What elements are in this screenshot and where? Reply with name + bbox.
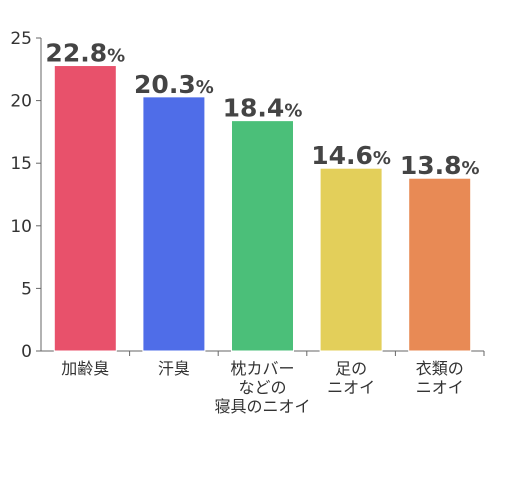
data-label-unit: % [373,148,391,169]
x-tick-label: 寝具のニオイ [214,397,310,416]
bars-group [53,65,472,352]
bar [142,96,206,352]
y-tick-label: 25 [10,29,32,49]
data-label: 20.3% [134,70,214,99]
data-label: 18.4% [223,94,303,123]
data-label: 13.8% [400,151,480,180]
data-label-unit: % [284,101,302,122]
bar [319,167,383,352]
data-label-value: 20.3 [134,70,196,99]
data-label-value: 22.8 [45,39,107,68]
y-tick-label: 15 [10,154,32,174]
y-tick-label: 20 [10,92,32,112]
data-label: 14.6% [311,141,391,170]
x-tick-label: 衣類の [416,359,464,378]
y-tick-label: 0 [21,342,32,362]
x-tick-label: などの [238,378,286,397]
x-tick-label: 枕カバー [230,359,294,378]
bar [53,65,117,352]
y-tick-label: 10 [10,217,32,237]
data-label-value: 13.8 [400,151,462,180]
x-tick-label: ニオイ [327,378,375,397]
data-label-unit: % [107,46,125,67]
data-label: 22.8% [45,39,125,68]
data-label-value: 18.4 [223,94,285,123]
bar [231,120,294,352]
y-tick-label: 5 [21,279,32,299]
bar [408,177,472,352]
data-label-unit: % [196,77,214,98]
x-tick-label: 足の [335,359,367,378]
x-tick-label: 加齢臭 [61,359,109,378]
data-label-unit: % [462,158,480,179]
data-label-value: 14.6 [311,141,373,170]
x-tick-label: 汗臭 [158,359,190,378]
x-tick-label: ニオイ [416,378,464,397]
